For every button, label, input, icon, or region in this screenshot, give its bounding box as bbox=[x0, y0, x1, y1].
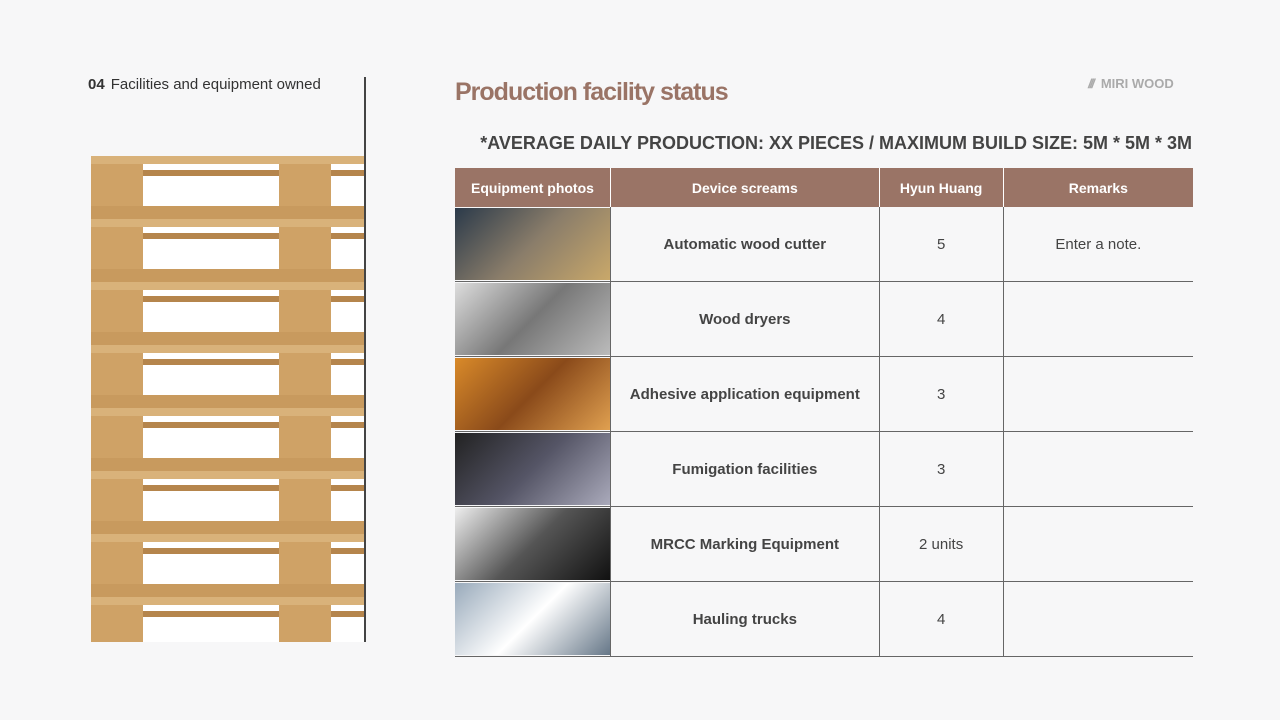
page-title: Production facility status bbox=[455, 78, 729, 106]
pallet-layer bbox=[91, 597, 364, 642]
table-row: Adhesive application equipment 3 bbox=[455, 356, 1193, 432]
logo: ///MIRI WOOD bbox=[1088, 76, 1174, 91]
production-summary: *AVERAGE DAILY PRODUCTION: XX PIECES / M… bbox=[480, 133, 1192, 153]
device-name: Automatic wood cutter bbox=[610, 207, 880, 282]
device-name: Fumigation facilities bbox=[610, 431, 880, 507]
pallet-layer bbox=[91, 408, 364, 472]
device-name: MRCC Marking Equipment bbox=[610, 506, 880, 582]
header-remarks: Remarks bbox=[1002, 168, 1193, 207]
equipment-photo bbox=[455, 508, 610, 580]
equipment-photo bbox=[455, 433, 610, 505]
header-device: Device screams bbox=[610, 168, 880, 207]
device-count: 3 bbox=[878, 356, 1004, 432]
section-heading: 04 Facilities and equipment owned bbox=[88, 76, 321, 93]
remark-cell[interactable] bbox=[1002, 356, 1193, 432]
device-name: Adhesive application equipment bbox=[610, 356, 880, 432]
device-count: 5 bbox=[878, 207, 1004, 282]
pallet-stack-image bbox=[91, 156, 364, 642]
remark-cell[interactable] bbox=[1002, 506, 1193, 582]
remark-cell[interactable]: Enter a note. bbox=[1002, 207, 1193, 282]
device-count: 2 units bbox=[878, 506, 1004, 582]
table-row: MRCC Marking Equipment 2 units bbox=[455, 506, 1193, 582]
header-photos: Equipment photos bbox=[455, 168, 611, 207]
device-count: 3 bbox=[878, 431, 1004, 507]
pallet-layer bbox=[91, 345, 364, 409]
remark-cell[interactable] bbox=[1002, 431, 1193, 507]
table-row: Fumigation facilities 3 bbox=[455, 431, 1193, 507]
device-name: Hauling trucks bbox=[610, 581, 880, 657]
device-count: 4 bbox=[878, 281, 1004, 357]
pallet-layer bbox=[91, 219, 364, 283]
equipment-photo bbox=[455, 358, 610, 430]
device-count: 4 bbox=[878, 581, 1004, 657]
remark-cell[interactable] bbox=[1002, 581, 1193, 657]
equipment-photo bbox=[455, 283, 610, 355]
remark-cell[interactable] bbox=[1002, 281, 1193, 357]
facility-table: Equipment photos Device screams Hyun Hua… bbox=[455, 168, 1193, 657]
pallet-layer bbox=[91, 156, 364, 220]
equipment-photo bbox=[455, 208, 610, 280]
divider bbox=[364, 77, 366, 642]
table-row: Automatic wood cutter 5 Enter a note. bbox=[455, 207, 1193, 282]
brand-slash-icon: /// bbox=[1088, 76, 1095, 91]
pallet-layer bbox=[91, 282, 364, 346]
device-name: Wood dryers bbox=[610, 281, 880, 357]
header-count: Hyun Huang bbox=[878, 168, 1004, 207]
table-row: Wood dryers 4 bbox=[455, 281, 1193, 357]
pallet-layer bbox=[91, 471, 364, 535]
equipment-photo bbox=[455, 583, 610, 655]
pallet-layer bbox=[91, 534, 364, 598]
table-row: Hauling trucks 4 bbox=[455, 581, 1193, 657]
